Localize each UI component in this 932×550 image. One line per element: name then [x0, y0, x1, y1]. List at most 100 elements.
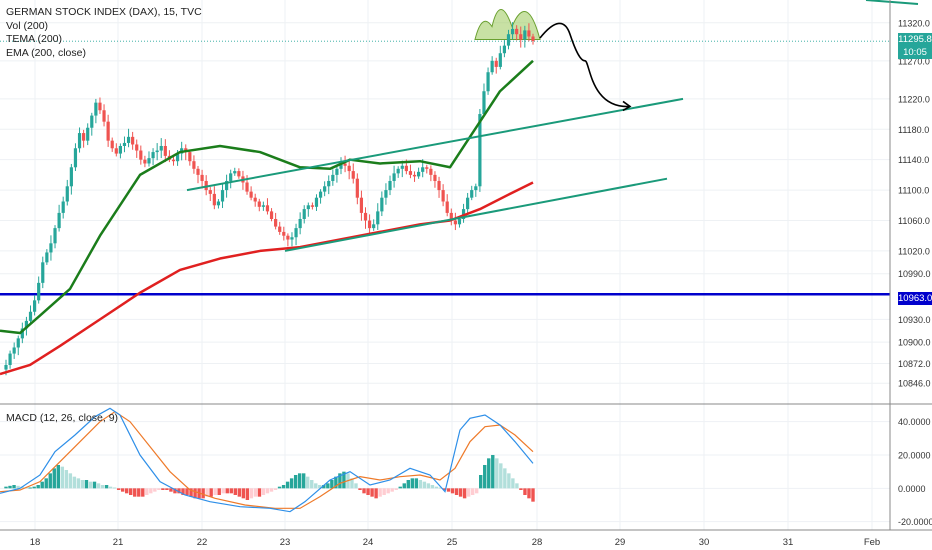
candle-body	[24, 320, 29, 329]
candle-body	[98, 102, 102, 111]
macd-histogram-bar	[406, 480, 410, 489]
macd-histogram-bar	[285, 481, 290, 489]
candle-body	[457, 218, 462, 225]
macd-histogram-bar	[213, 488, 217, 495]
macd-histogram-bar	[44, 478, 48, 489]
macd-histogram-bar	[261, 488, 266, 495]
candle-body	[290, 237, 294, 240]
candle-body	[216, 201, 221, 206]
candle-body	[388, 180, 392, 191]
macd-histogram-bar	[310, 480, 314, 489]
candle-body	[306, 205, 310, 210]
candle-body	[245, 182, 249, 192]
legend-ema[interactable]: EMA (200, close)	[6, 46, 86, 59]
macd-histogram-bar	[390, 488, 394, 492]
macd-histogram-bar	[185, 488, 189, 495]
macd-histogram-bar	[491, 455, 495, 489]
legend-tema[interactable]: TEMA (200)	[6, 33, 63, 45]
macd-histogram-bar	[221, 488, 225, 494]
time-tick-label: 31	[783, 537, 794, 548]
candle-body	[61, 201, 65, 213]
candle-body	[327, 180, 331, 187]
macd-histogram-bar	[301, 473, 306, 489]
candle-body	[45, 252, 49, 263]
macd-histogram-bar	[402, 483, 406, 489]
macd-histogram-bar	[217, 488, 221, 495]
candle-body	[331, 174, 335, 181]
macd-histogram-bar	[503, 468, 507, 489]
macd-histogram-bar	[124, 488, 129, 494]
candle-body	[4, 364, 8, 370]
macd-histogram-bar	[462, 488, 467, 499]
macd-histogram-bar	[354, 483, 358, 489]
time-tick-label: 29	[615, 537, 626, 548]
candle-body	[114, 148, 118, 154]
price-tick-label: 10990.0	[898, 269, 931, 279]
macd-histogram-bar	[289, 478, 294, 489]
candle-body	[470, 190, 474, 198]
macd-histogram-bar	[450, 488, 455, 494]
macd-histogram-bar	[12, 485, 16, 489]
candle-body	[102, 110, 106, 122]
macd-histogram-bar	[28, 487, 32, 489]
macd-histogram-bar	[56, 465, 60, 489]
time-tick-label: 23	[280, 537, 291, 548]
macd-pane	[0, 407, 535, 513]
macd-histogram-bar	[507, 473, 511, 489]
time-tick-label: 30	[699, 537, 710, 548]
channel-lower-line	[284, 177, 668, 252]
candle-body	[523, 30, 527, 40]
candle-body	[86, 127, 90, 141]
macd-histogram-bar	[169, 488, 173, 492]
price-tick-label: 11060.0	[898, 216, 930, 226]
candle-body	[196, 168, 200, 175]
projection-arrowhead	[622, 100, 632, 112]
candle-body	[278, 226, 282, 232]
tema-line	[0, 59, 534, 335]
macd-legend[interactable]: MACD (12, 26, close, 9)	[6, 412, 119, 424]
candle-body	[192, 161, 196, 169]
macd-histogram-bar	[181, 488, 185, 495]
candle-body	[16, 338, 20, 348]
candle-body	[502, 45, 507, 54]
legend-vol[interactable]: Vol (200)	[6, 19, 49, 32]
macd-histogram-bar	[470, 488, 475, 495]
macd-histogram-bar	[499, 463, 503, 489]
candle-body	[339, 163, 343, 169]
candle-body	[65, 186, 69, 202]
candle-body	[318, 191, 323, 198]
candle-body	[73, 148, 78, 168]
candle-body	[225, 180, 229, 191]
macd-histogram-bar	[434, 486, 439, 489]
candle-body	[69, 167, 73, 187]
candle-body	[380, 197, 384, 212]
price-tick-label: 11270.0	[898, 56, 930, 66]
macd-histogram-bar	[265, 488, 270, 494]
candle-body	[237, 171, 241, 177]
price-tick-label: 11320.0	[898, 18, 930, 28]
candle-body	[302, 209, 306, 219]
candle-body	[131, 136, 135, 145]
price-tick-label: 10846.0	[898, 379, 931, 389]
chart-title: GERMAN STOCK INDEX (DAX), 15, TVC	[6, 6, 202, 18]
candle-body	[286, 235, 290, 240]
candle-body	[294, 228, 298, 238]
candle-body	[110, 140, 114, 149]
price-tick-label: 10930.0	[898, 315, 931, 325]
candle-body	[41, 262, 45, 283]
candle-body	[404, 165, 408, 172]
candle-body	[449, 212, 453, 221]
macd-histogram-bar	[322, 485, 326, 489]
macd-histogram-bar	[52, 468, 56, 489]
candle-body	[355, 178, 359, 198]
candle-body	[126, 136, 131, 143]
macd-tick-label: 20.0000	[898, 451, 931, 461]
macd-histogram-bar	[64, 470, 69, 489]
price-tick-label: 11100.0	[898, 186, 929, 196]
macd-histogram-bar	[318, 485, 322, 489]
channel-upper-line	[186, 97, 684, 192]
candle-body	[143, 159, 147, 164]
macd-histogram-bar	[157, 488, 161, 490]
